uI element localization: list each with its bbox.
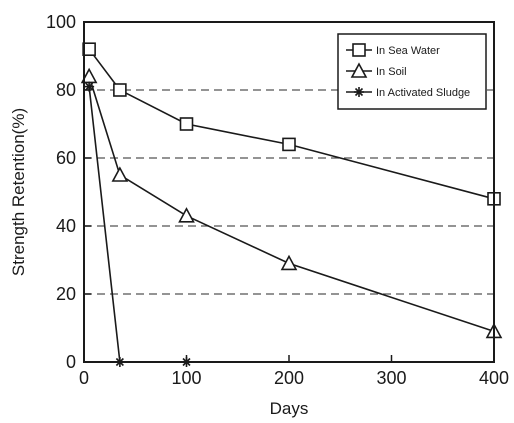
- series-0-point-1: [113, 83, 127, 97]
- y-axis-label: Strength Retention(%): [9, 108, 28, 276]
- y-tick-label-0: 0: [66, 352, 76, 372]
- series-1-point-1: [111, 166, 129, 182]
- legend-label-2: In Activated Sludge: [376, 87, 470, 99]
- legend-marker-0: [352, 43, 366, 57]
- y-tick-label-60: 60: [56, 148, 76, 168]
- series-0: [82, 42, 501, 206]
- x-tick-label-400: 400: [479, 368, 509, 388]
- series-2: [84, 81, 192, 367]
- y-tick-label-20: 20: [56, 284, 76, 304]
- series-1-point-3: [280, 254, 298, 271]
- x-tick-label-200: 200: [274, 368, 304, 388]
- legend: In Sea Water In Soil In Activated Sludge: [337, 33, 487, 110]
- x-tick-label-300: 300: [376, 368, 406, 388]
- y-tick-label-100: 100: [46, 12, 76, 32]
- legend-label-0: In Sea Water: [376, 45, 440, 57]
- legend-marker-1: [350, 62, 368, 78]
- series-line-2: [88, 86, 187, 363]
- axis-ticks: 0 100 200 300 400 0 20 40 60 80 100: [46, 12, 509, 388]
- series-1-point-2: [178, 207, 195, 223]
- series-1: [80, 67, 503, 339]
- y-tick-label-40: 40: [56, 216, 76, 236]
- series-line-1: [88, 76, 495, 333]
- legend-label-1: In Soil: [376, 66, 407, 78]
- series-0-point-3: [282, 137, 296, 152]
- x-tick-label-0: 0: [79, 368, 89, 388]
- legend-marker-2: [354, 87, 364, 97]
- x-axis-label: Days: [270, 399, 309, 418]
- x-tick-label-100: 100: [171, 368, 201, 388]
- y-tick-label-80: 80: [56, 80, 76, 100]
- series-0-point-2: [179, 117, 194, 131]
